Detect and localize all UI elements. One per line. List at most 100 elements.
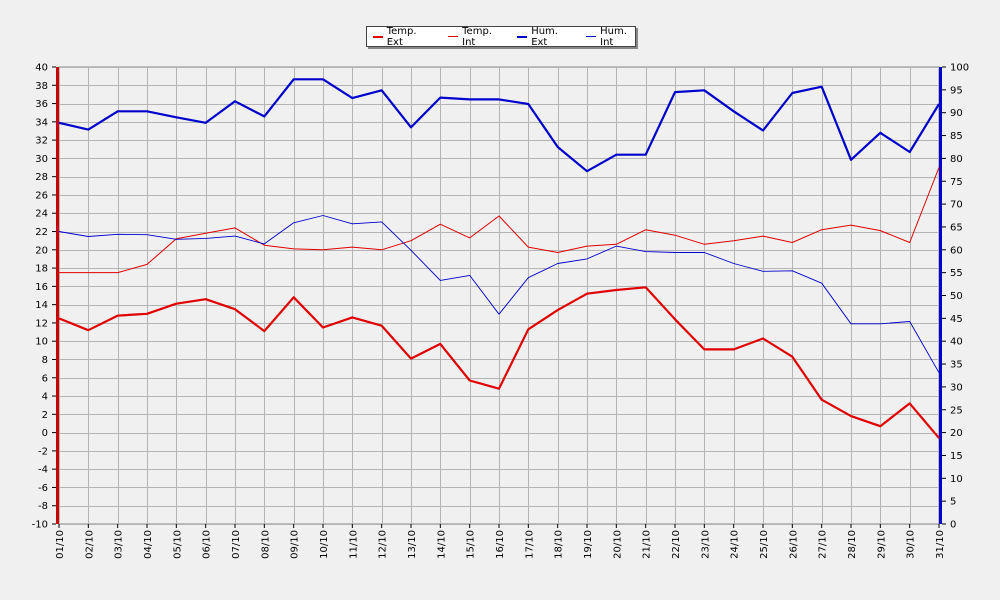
legend: Temp. Ext Temp. Int Hum. Ext Hum. Int [366,26,636,48]
left-tick-label: 8 [42,355,48,366]
x-tick-label: 03/10 [114,530,125,559]
x-tick-label: 08/10 [260,530,271,559]
legend-label-temp-ext: Temp. Ext [386,25,417,48]
legend-item: Hum. Ext [517,26,568,48]
right-axis-ticks: 0 5 10 15 20 25 30 35 40 45 50 55 60 65 70 75 80 85 90 95 10… [942,63,969,531]
left-tick-label: -2 [38,446,48,457]
left-tick-label: 24 [35,209,48,220]
x-tick-label: 26/10 [788,530,799,559]
x-tick-label: 05/10 [172,530,183,559]
legend-label-hum-int: Hum. Int [600,25,627,48]
left-tick-label: 38 [35,81,48,92]
legend-label-hum-ext: Hum. Ext [531,25,558,48]
series-line-temp-ext [58,286,940,439]
left-tick-label: -6 [38,483,48,494]
left-tick-label: 16 [35,282,48,293]
x-tick-label: 17/10 [524,530,535,559]
left-tick-label: 28 [35,172,48,183]
left-tick-label: -10 [32,520,48,531]
right-tick-label: 90 [950,108,963,119]
right-tick-label: 100 [950,63,969,74]
x-tick-label: 24/10 [730,530,741,559]
x-tick-label: 31/10 [935,530,946,559]
series-line-hum-ext [58,78,940,173]
x-tick-label: 29/10 [876,530,887,559]
x-tick-label: 15/10 [466,530,477,559]
x-tick-label: 18/10 [554,530,565,559]
x-tick-label: 16/10 [495,530,506,559]
left-tick-label: 36 [35,99,48,110]
right-tick-label: 80 [950,154,963,165]
x-tick-label: 27/10 [818,530,829,559]
legend-item: Temp. Int [448,26,499,48]
right-tick-label: 30 [950,382,963,393]
legend-swatch-hum-ext [517,35,528,38]
legend-item: Temp. Ext [373,26,426,48]
left-tick-label: 0 [42,428,48,439]
left-tick-label: 20 [35,245,48,256]
right-tick-label: 40 [950,337,963,348]
left-tick-label: 34 [35,117,48,128]
right-tick-label: 95 [950,85,963,96]
right-tick-label: 20 [950,428,963,439]
legend-item: Hum. Int [586,26,635,48]
right-tick-label: 65 [950,222,963,233]
legend-swatch-temp-ext [373,35,383,38]
left-tick-label: 30 [35,154,48,165]
right-tick-label: 55 [950,268,963,279]
left-tick-label: 40 [35,63,48,74]
left-tick-label: 22 [35,227,48,238]
left-tick-label: 18 [35,264,48,275]
x-tick-label: 06/10 [202,530,213,559]
right-tick-label: 60 [950,245,963,256]
x-tick-label: 20/10 [612,530,623,559]
right-tick-label: 70 [950,200,963,211]
x-tick-label: 21/10 [642,530,653,559]
left-tick-label: 12 [35,318,48,329]
legend-swatch-hum-int [586,36,597,37]
legend-swatch-temp-int [448,36,459,37]
right-tick-label: 0 [950,520,956,531]
x-tick-label: 25/10 [759,530,770,559]
x-tick-label: 23/10 [700,530,711,559]
x-tick-label: 04/10 [143,530,154,559]
x-tick-label: 09/10 [290,530,301,559]
right-tick-label: 10 [950,474,963,485]
left-tick-label: 14 [35,300,48,311]
right-tick-label: 75 [950,177,963,188]
left-tick-label: 6 [42,373,48,384]
right-tick-label: 5 [950,497,956,508]
right-tick-label: 25 [950,405,963,416]
x-tick-label: 10/10 [319,530,330,559]
x-tick-label: 13/10 [407,530,418,559]
x-tick-label: 22/10 [671,530,682,559]
x-tick-label: 11/10 [348,530,359,559]
left-tick-label: 2 [42,410,48,421]
right-tick-label: 15 [950,451,963,462]
left-axis-ticks: -10-8-6-4-202468101214161820222426283032… [32,63,56,531]
x-tick-label: 01/10 [55,530,66,559]
x-axis-ticks: 01/10 02/10 03/10 04/10 05/10 06/10 07/10 08/10… [55,524,946,559]
series-line-temp-int [59,167,940,274]
series-lines [58,78,940,439]
left-tick-label: 32 [35,136,48,147]
right-tick-label: 85 [950,131,963,142]
x-tick-label: 14/10 [436,530,447,559]
x-tick-label: 19/10 [583,530,594,559]
right-tick-label: 35 [950,360,963,371]
x-tick-label: 07/10 [231,530,242,559]
x-tick-label: 02/10 [84,530,95,559]
right-tick-label: 45 [950,314,963,325]
left-tick-label: -8 [38,501,48,512]
x-tick-label: 30/10 [906,530,917,559]
series-line-hum-int [58,215,940,373]
left-tick-label: 26 [35,190,48,201]
left-tick-label: 10 [35,337,48,348]
x-tick-label: 28/10 [847,530,858,559]
legend-label-temp-int: Temp. Int [462,25,492,48]
x-tick-label: 12/10 [378,530,389,559]
right-tick-label: 50 [950,291,963,302]
left-tick-label: 4 [42,392,48,403]
left-tick-label: -4 [38,465,48,476]
